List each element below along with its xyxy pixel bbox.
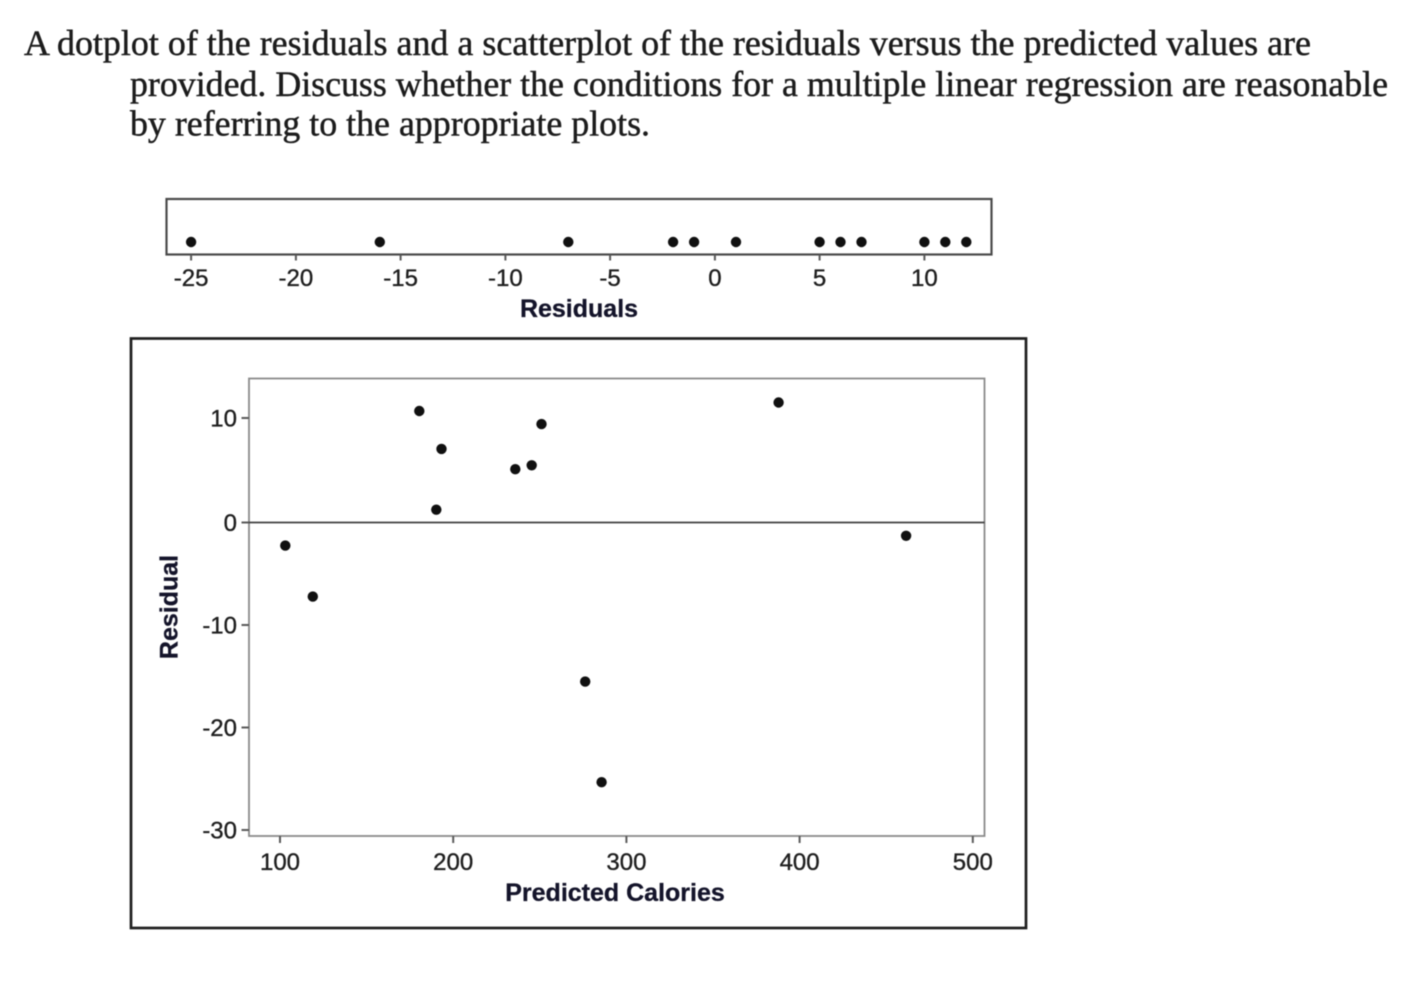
svg-text:300: 300 xyxy=(606,849,646,876)
svg-text:10: 10 xyxy=(911,265,938,292)
svg-text:10: 10 xyxy=(210,406,237,433)
svg-text:Residual: Residual xyxy=(156,555,184,659)
svg-text:200: 200 xyxy=(433,849,473,876)
svg-text:provided. Discuss whether the: provided. Discuss whether the conditions… xyxy=(130,64,1388,104)
svg-text:0: 0 xyxy=(708,265,721,292)
svg-text:-20: -20 xyxy=(202,715,237,742)
svg-text:-15: -15 xyxy=(383,265,418,292)
svg-text:by referring to the appropriat: by referring to the appropriate plots. xyxy=(130,104,650,144)
svg-text:-5: -5 xyxy=(599,265,620,292)
svg-text:-10: -10 xyxy=(488,265,523,292)
svg-text:400: 400 xyxy=(780,849,820,876)
svg-text:500: 500 xyxy=(953,849,993,876)
svg-text:-25: -25 xyxy=(174,265,209,292)
svg-text:0: 0 xyxy=(224,510,237,537)
svg-text:-20: -20 xyxy=(279,265,314,292)
svg-text:Predicted Calories: Predicted Calories xyxy=(505,879,725,907)
svg-text:Residuals: Residuals xyxy=(520,295,638,323)
svg-text:5: 5 xyxy=(813,265,826,292)
svg-text:A dotplot of the residuals and: A dotplot of the residuals and a scatter… xyxy=(24,23,1311,63)
svg-text:100: 100 xyxy=(260,849,300,876)
svg-text:-10: -10 xyxy=(202,613,237,640)
svg-text:-30: -30 xyxy=(202,818,237,845)
